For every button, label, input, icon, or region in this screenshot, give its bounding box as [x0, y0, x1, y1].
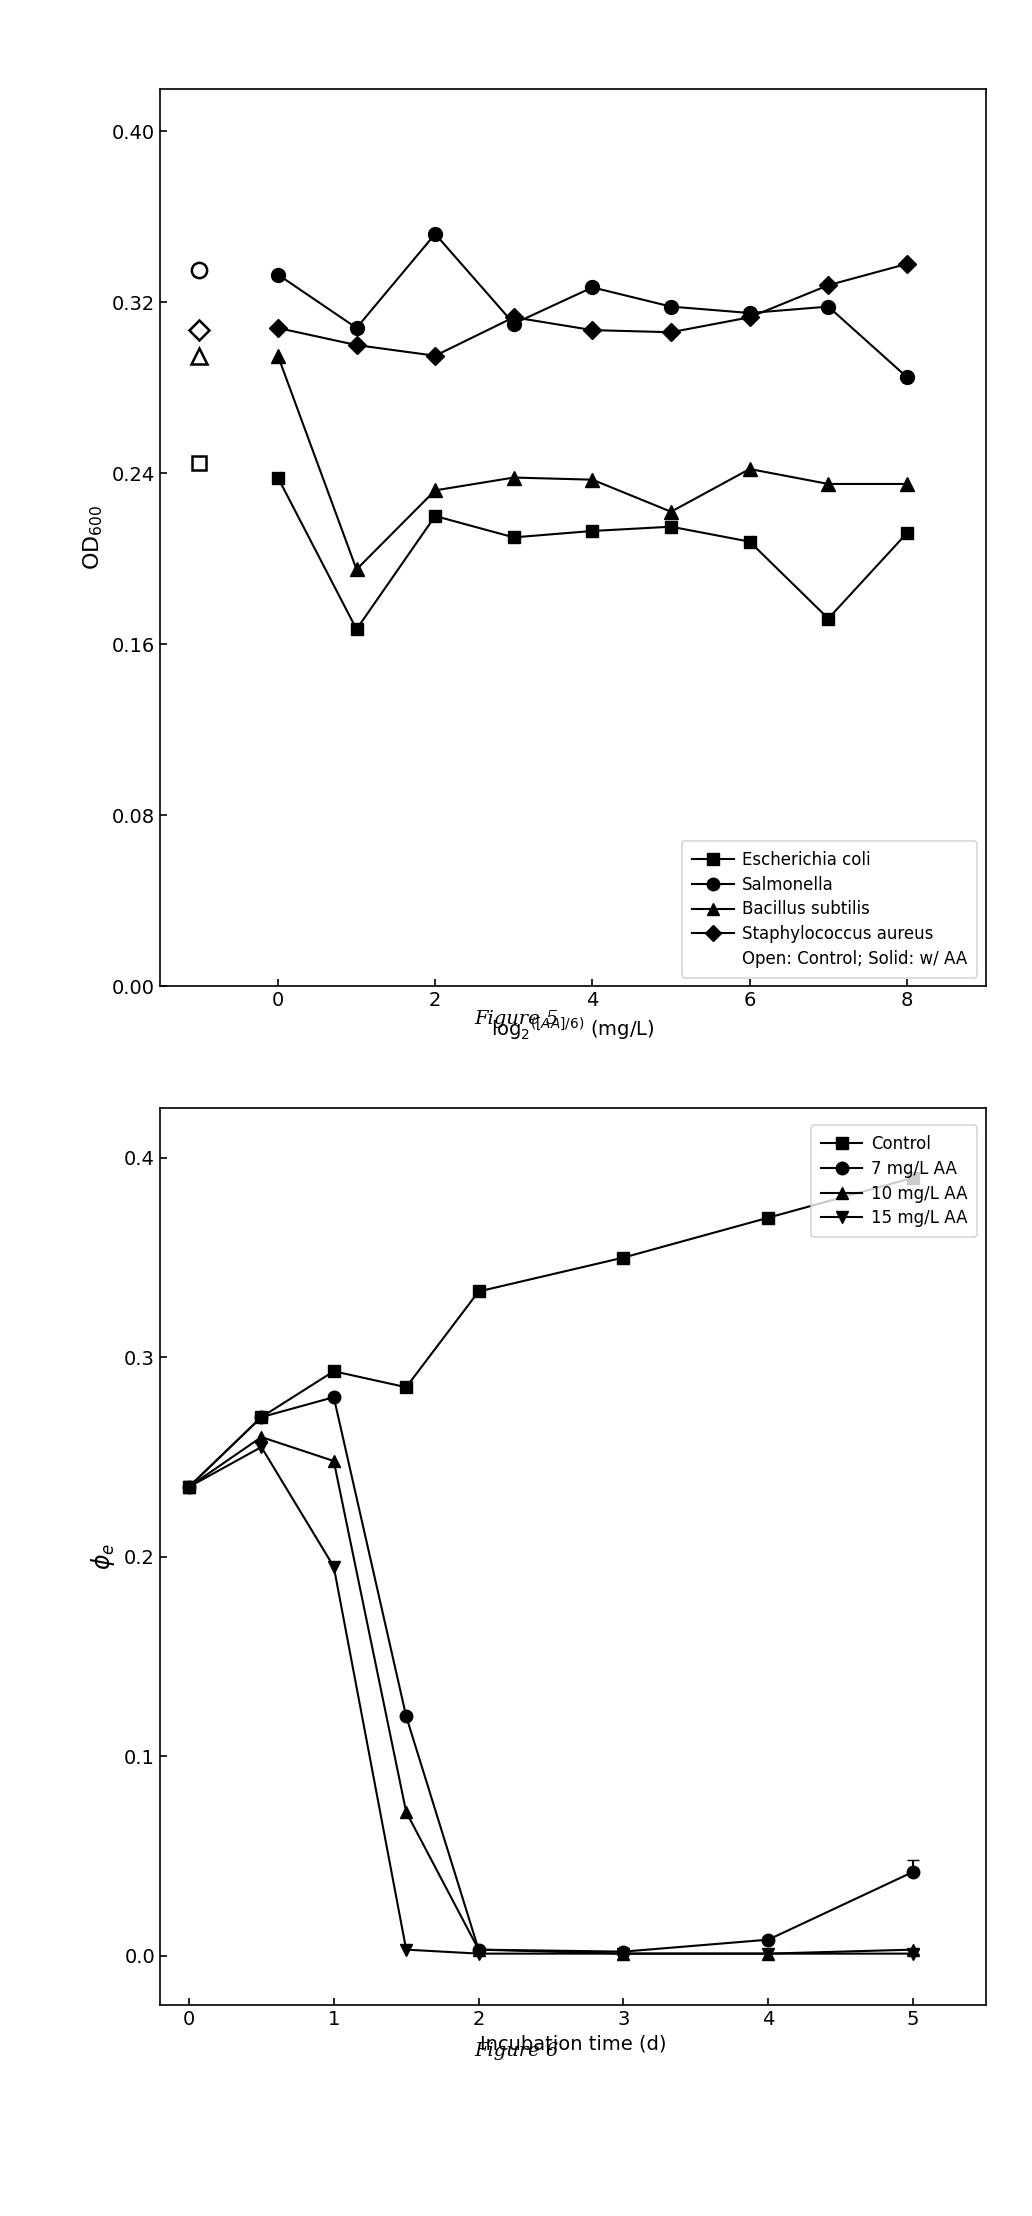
Legend: Control, 7 mg/L AA, 10 mg/L AA, 15 mg/L AA: Control, 7 mg/L AA, 10 mg/L AA, 15 mg/L …	[811, 1126, 977, 1237]
Y-axis label: $\phi_e$: $\phi_e$	[90, 1542, 118, 1571]
Text: Figure 5: Figure 5	[474, 1010, 558, 1028]
Legend: Escherichia coli, Salmonella, Bacillus subtilis, Staphylococcus aureus, Open: Co: Escherichia coli, Salmonella, Bacillus s…	[682, 842, 977, 977]
X-axis label: Incubation time (d): Incubation time (d)	[480, 2034, 666, 2054]
X-axis label: log$_2$$^{([AA]/6)}$ (mg/L): log$_2$$^{([AA]/6)}$ (mg/L)	[491, 1015, 654, 1044]
Y-axis label: OD$_{600}$: OD$_{600}$	[82, 505, 105, 570]
Text: Figure 6: Figure 6	[474, 2043, 558, 2061]
